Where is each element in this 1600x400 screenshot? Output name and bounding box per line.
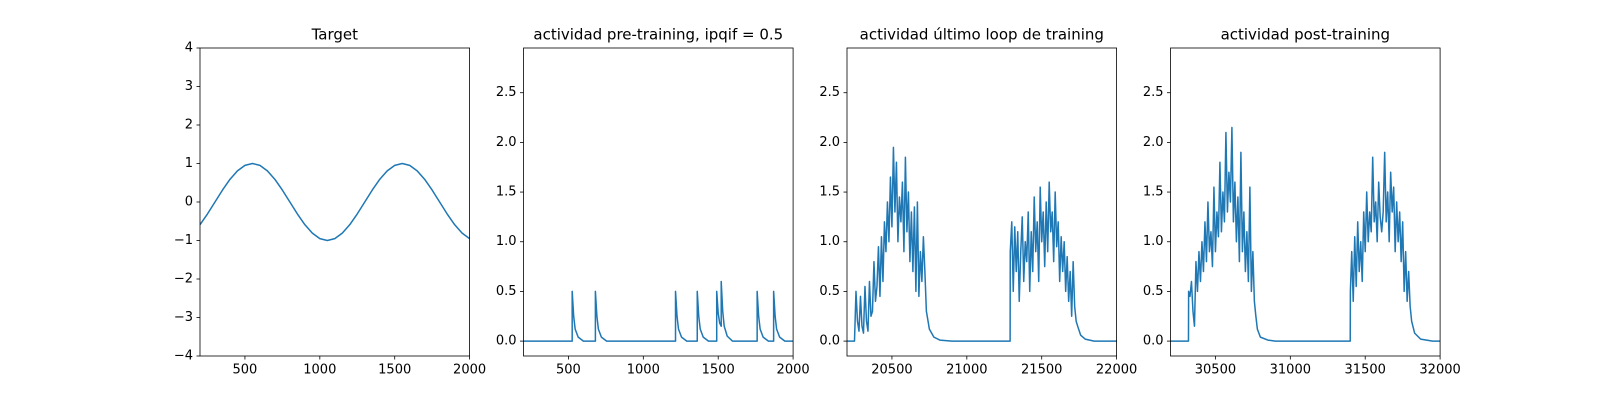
x-tick-label: 1500 [702, 363, 735, 378]
y-tick-label: 2.0 [496, 135, 517, 150]
axes-frame [1170, 47, 1441, 357]
y-tick-label: 1.5 [819, 185, 840, 200]
y-tick-label: 0.0 [1143, 334, 1164, 349]
y-tick-label: 1.0 [1143, 234, 1164, 249]
x-tick-label: 2000 [453, 363, 486, 378]
x-tick-label: 1000 [627, 363, 660, 378]
y-tick-label: −4 [174, 349, 193, 364]
y-tick-label: −2 [174, 272, 193, 287]
x-tick-label: 21500 [1021, 363, 1062, 378]
x-tick-label: 20500 [871, 363, 912, 378]
y-tick-label: 0.5 [819, 284, 840, 299]
x-tick-label: 1000 [303, 363, 336, 378]
chart-title: Target [311, 26, 359, 44]
y-tick-label: 0 [185, 195, 193, 210]
y-tick-label: 0.0 [819, 334, 840, 349]
y-tick-label: 2.5 [819, 85, 840, 100]
axes-frame [199, 47, 471, 357]
y-tick-label: −3 [174, 310, 193, 325]
x-tick-label: 1500 [378, 363, 411, 378]
y-tick-label: 2.0 [1143, 135, 1164, 150]
x-tick-label: 500 [233, 363, 258, 378]
y-tick-label: 1.0 [496, 234, 517, 249]
y-tick-label: 1 [185, 156, 193, 171]
data-line [200, 162, 470, 242]
x-tick-label: 21000 [946, 363, 987, 378]
x-tick-label: 2000 [777, 363, 810, 378]
data-line [523, 280, 794, 342]
x-tick-label: 31000 [1270, 363, 1311, 378]
y-tick-label: 2.5 [1143, 85, 1164, 100]
y-tick-label: 3 [185, 79, 193, 94]
x-tick-label: 500 [556, 363, 581, 378]
y-tick-label: 0.5 [496, 284, 517, 299]
chart-title: actividad último loop de training [860, 26, 1104, 44]
y-tick-label: −1 [174, 233, 193, 248]
y-tick-label: 1.5 [1143, 185, 1164, 200]
y-tick-label: 0.0 [496, 334, 517, 349]
axes-frame [523, 47, 794, 357]
y-tick-label: 2.5 [496, 85, 517, 100]
y-tick-label: 0.5 [1143, 284, 1164, 299]
x-tick-label: 31500 [1345, 363, 1386, 378]
y-tick-label: 1.5 [496, 185, 517, 200]
y-tick-label: 2.0 [819, 135, 840, 150]
chart-title: actividad post-training [1221, 26, 1390, 44]
y-tick-label: 1.0 [819, 234, 840, 249]
data-line [847, 146, 1117, 342]
axes-frame [846, 47, 1118, 357]
x-tick-label: 30500 [1195, 363, 1236, 378]
y-tick-label: 2 [185, 118, 193, 133]
data-line [1170, 126, 1441, 342]
x-tick-label: 22000 [1096, 363, 1137, 378]
y-tick-label: 4 [185, 41, 193, 56]
chart-title: actividad pre-training, ipqif = 0.5 [533, 26, 783, 44]
x-tick-label: 32000 [1419, 363, 1460, 378]
